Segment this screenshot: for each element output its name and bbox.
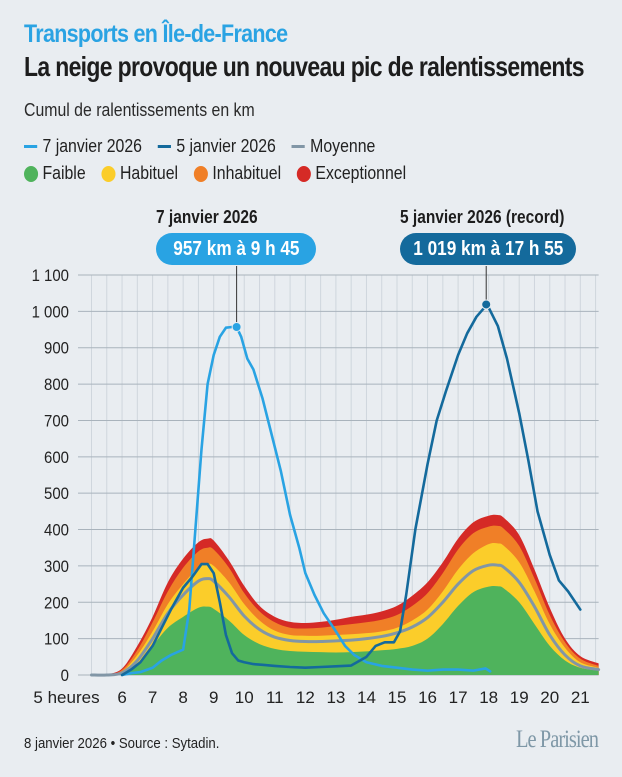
legend-dot-swatch [296, 165, 312, 182]
legend-dot-swatch [101, 165, 116, 182]
x-tick-label: 16 [418, 688, 437, 707]
y-tick-label: 300 [44, 558, 69, 576]
x-tick-label: 12 [296, 688, 315, 707]
legend-item-faible: Faible [24, 163, 86, 184]
annotation-pill-7-jan: 957 km à 9 h 45 [156, 233, 316, 265]
x-tick-label: 20 [540, 688, 559, 707]
y-tick-label: 500 [44, 485, 69, 503]
x-tick-label: 14 [357, 688, 376, 707]
legend-item-habituel: Habituel [101, 163, 178, 184]
y-tick-label: 400 [44, 522, 69, 540]
legend-item-moyenne: Moyenne [291, 136, 376, 157]
legend-lines: 7 janvier 2026 5 janvier 2026 Moyenne [24, 136, 391, 157]
annotation-label-7-jan: 7 janvier 2026 [156, 207, 258, 227]
x-tick-label: 21 [571, 688, 590, 707]
legend-item-inhabituel: Inhabituel [193, 163, 282, 184]
chart-title: La neige provoque un nouveau pic de rale… [24, 51, 584, 82]
y-tick-label: 600 [44, 449, 69, 467]
series-line-7-janvier-2026 [120, 325, 492, 677]
annotation-label-5-jan: 5 janvier 2026 (record) [400, 207, 565, 227]
legend-label: Faible [42, 163, 86, 183]
chart-subtitle: Cumul de ralentissements en km [24, 100, 255, 120]
y-tick-label: 100 [44, 631, 69, 649]
chart-kicker: Transports en Île-de-France [24, 20, 288, 48]
peak-marker [481, 299, 492, 310]
legend-dot-swatch [24, 165, 39, 182]
legend-line-swatch [157, 145, 172, 148]
legend-dot-swatch [193, 165, 208, 182]
legend-label: Inhabituel [212, 163, 282, 183]
legend-item-7-jan: 7 janvier 2026 [24, 136, 142, 157]
x-tick-label: 7 [148, 688, 157, 707]
legend-line-swatch [24, 145, 38, 148]
legend-line-swatch [291, 145, 305, 148]
le-parisien-logo: Le Parisien [516, 726, 599, 753]
legend-label: Moyenne [310, 136, 376, 156]
x-tick-label: 15 [388, 688, 407, 707]
x-tick-label: 9 [209, 688, 218, 707]
y-tick-label: 800 [44, 376, 69, 394]
legend-label: Habituel [119, 163, 179, 183]
y-tick-label: 900 [44, 340, 69, 358]
y-tick-label: 1 100 [32, 267, 70, 285]
series-line-moyenne [90, 563, 601, 677]
annotation-pill-5-jan: 1 019 km à 17 h 55 [400, 233, 576, 265]
y-tick-label: 200 [44, 594, 69, 612]
footer-source: 8 janvier 2026 • Source : Sytadin. [24, 735, 220, 752]
legend-item-exceptionnel: Exceptionnel [296, 163, 407, 184]
x-tick-label: 6 [117, 688, 126, 707]
x-tick-label: 5 heures [33, 688, 99, 707]
x-tick-label: 19 [510, 688, 529, 707]
legend-item-5-jan: 5 janvier 2026 [157, 136, 276, 157]
legend-label: Exceptionnel [315, 163, 407, 183]
x-tick-label: 13 [326, 688, 345, 707]
x-tick-label: 11 [266, 688, 284, 707]
legend-levels: Faible Habituel Inhabituel Exceptionnel [24, 163, 422, 184]
series-line-5-janvier-2026 [120, 303, 582, 677]
x-tick-label: 18 [479, 688, 498, 707]
peak-marker [231, 322, 242, 332]
x-tick-label: 10 [235, 688, 254, 707]
legend-label: 5 janvier 2026 [176, 136, 276, 156]
x-tick-label: 8 [178, 688, 187, 707]
x-tick-label: 17 [449, 688, 468, 707]
legend-label: 7 janvier 2026 [42, 136, 143, 156]
y-tick-label: 1 000 [32, 304, 70, 322]
y-tick-label: 700 [44, 413, 69, 431]
y-tick-label: 0 [61, 667, 69, 685]
band-faible [91, 585, 599, 676]
